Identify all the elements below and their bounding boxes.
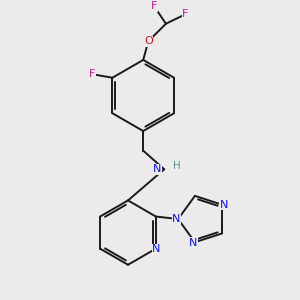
Text: N: N — [172, 214, 181, 224]
Text: N: N — [189, 238, 197, 248]
Text: O: O — [144, 36, 153, 46]
Text: H: H — [173, 161, 180, 171]
Text: N: N — [220, 200, 228, 210]
Text: F: F — [182, 9, 189, 19]
Text: N: N — [152, 244, 161, 254]
Text: F: F — [151, 1, 157, 11]
Text: F: F — [88, 69, 95, 79]
Text: N: N — [153, 164, 161, 174]
